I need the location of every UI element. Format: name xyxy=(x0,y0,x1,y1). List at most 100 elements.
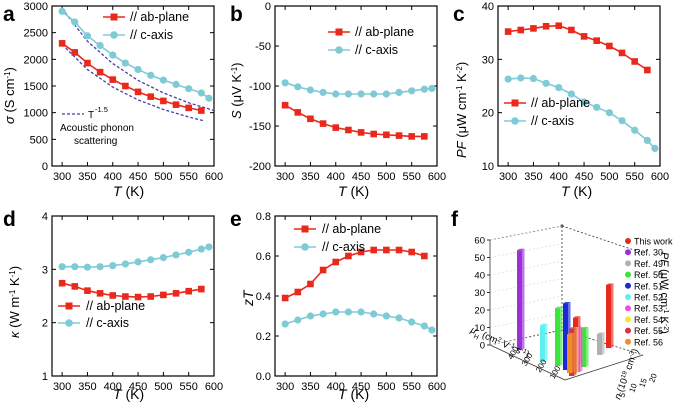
ztick-label-f: 60 xyxy=(474,236,485,247)
data-point-ab xyxy=(319,120,327,127)
data-point-ab xyxy=(96,68,104,76)
ztick-label-f: 50 xyxy=(474,253,485,264)
data-point-c xyxy=(306,312,315,320)
ytick-label-a: 2500 xyxy=(24,28,48,40)
legend-swatch-f xyxy=(625,294,631,300)
ztick-label-f: 40 xyxy=(474,271,485,282)
xtick-label-a: 300 xyxy=(53,171,71,183)
legend-a: // ab-plane // c-axis xyxy=(103,10,189,42)
data-point-ab xyxy=(96,290,104,297)
legend-label-f: Ref. 55 xyxy=(634,326,663,336)
xtick-label-a: 350 xyxy=(78,171,96,183)
xtick-label-b: 600 xyxy=(428,171,446,183)
data-point-ab xyxy=(172,101,180,108)
data-point-ab xyxy=(58,40,66,47)
data-point-ab xyxy=(185,287,192,295)
data-point-c xyxy=(542,79,550,87)
panel-label-b: b xyxy=(230,3,243,26)
data-point-ab xyxy=(357,129,365,136)
data-point-c xyxy=(408,87,416,95)
data-point-c xyxy=(618,117,626,125)
xtick-label-b: 500 xyxy=(377,171,395,183)
panel-label-c: c xyxy=(453,3,465,26)
ytick-label-b: -50 xyxy=(255,41,271,53)
data-point-ab xyxy=(58,279,66,287)
data-point-c xyxy=(185,248,193,256)
data-point-ab xyxy=(134,293,142,301)
legend-marker-ab xyxy=(301,225,309,233)
xtick-label-c: 450 xyxy=(575,171,593,183)
data-point-ab xyxy=(421,133,428,140)
data-point-ab xyxy=(198,285,205,293)
xtick-label-c: 550 xyxy=(626,171,644,183)
panel-e: e 0.0 0.2 0.4 0.6 0.8 300 350 400 450 500 550 600 /… xyxy=(230,208,446,402)
ylabel-d: κ (W m-1 K-1) xyxy=(7,266,22,338)
zgrid-f xyxy=(489,295,563,311)
data-point-ab xyxy=(122,293,129,300)
xtick-label-b: 350 xyxy=(301,171,319,183)
data-point-c xyxy=(529,74,538,83)
xlabel-a: T (K) xyxy=(113,183,144,199)
data-point-ab xyxy=(517,26,525,34)
bar-3d-side xyxy=(545,323,548,362)
xtick-label-d: 350 xyxy=(78,381,96,393)
data-point-ab xyxy=(332,124,340,131)
bar-3d-side xyxy=(611,283,614,348)
bar-3d-top xyxy=(517,248,525,251)
plot-frame-d xyxy=(51,215,215,377)
legend-swatch-f xyxy=(625,271,631,278)
annotation-line2: scattering xyxy=(74,136,117,147)
data-point-c xyxy=(281,320,289,328)
data-point-c xyxy=(197,245,205,253)
legend-label-f: Ref. 56 xyxy=(634,337,663,347)
bar-3d-top xyxy=(540,323,548,326)
data-point-c xyxy=(420,85,428,93)
data-point-ab xyxy=(319,266,327,274)
data-point-c xyxy=(147,71,155,79)
data-point-ab xyxy=(198,107,205,114)
data-point-c xyxy=(109,51,117,59)
data-point-ab xyxy=(160,97,167,105)
ztick-label-f: 10 xyxy=(474,323,485,334)
data-point-ab xyxy=(383,246,390,254)
data-point-c xyxy=(134,258,142,266)
xtick-label-e: 600 xyxy=(428,381,446,393)
data-point-ab xyxy=(408,133,415,140)
data-point-c xyxy=(281,79,289,87)
fit-line xyxy=(61,8,215,112)
data-point-c xyxy=(504,75,512,83)
xtick-label-c: 400 xyxy=(550,171,568,183)
ytick-label-c: 20 xyxy=(482,108,494,120)
data-point-ab xyxy=(345,252,352,260)
legend-label-ab: // ab-plane xyxy=(130,10,189,24)
data-point-ab xyxy=(147,293,155,300)
zgrid-f xyxy=(489,313,563,328)
series-line-ab xyxy=(508,24,648,71)
ytick-label-b: 0 xyxy=(265,1,271,13)
ylabel-c: PF (μW cm-1 K-2) xyxy=(454,62,469,158)
fit-label-exponent: -1.5 xyxy=(95,105,108,114)
panel-label-f: f xyxy=(451,208,459,231)
data-point-c xyxy=(357,308,365,316)
xtick-label-e: 350 xyxy=(301,381,319,393)
panel-label-e: e xyxy=(230,208,242,231)
xtick-label-b: 550 xyxy=(403,171,421,183)
xlabel-e: T (K) xyxy=(338,386,369,402)
legend-label-ab: // ab-plane xyxy=(531,96,590,110)
data-point-c xyxy=(332,90,340,98)
data-point-ab xyxy=(395,132,403,139)
ytick-label-f: 20 xyxy=(647,372,659,384)
xtick-label-d: 550 xyxy=(180,381,198,393)
legend-label-c: // c-axis xyxy=(130,28,173,42)
data-point-ab xyxy=(568,26,575,34)
ytick-label-d: 1 xyxy=(42,371,48,383)
legend-swatch-f xyxy=(625,282,631,289)
data-point-ab xyxy=(84,287,91,294)
legend-marker-c xyxy=(110,31,118,39)
data-point-c xyxy=(428,326,436,334)
legend-marker-ab xyxy=(65,302,73,310)
zlabel-f: PF (μW cm-1 K-2) xyxy=(658,252,670,334)
panel-a: a 0 500 1000 1500 2000 2500 3000 300 350 400 450 50… xyxy=(2,1,223,199)
data-point-ab xyxy=(332,258,340,266)
panel-d: d 1 2 3 4 300 350 400 450 500 550 600 // ab-plane … xyxy=(3,208,223,402)
